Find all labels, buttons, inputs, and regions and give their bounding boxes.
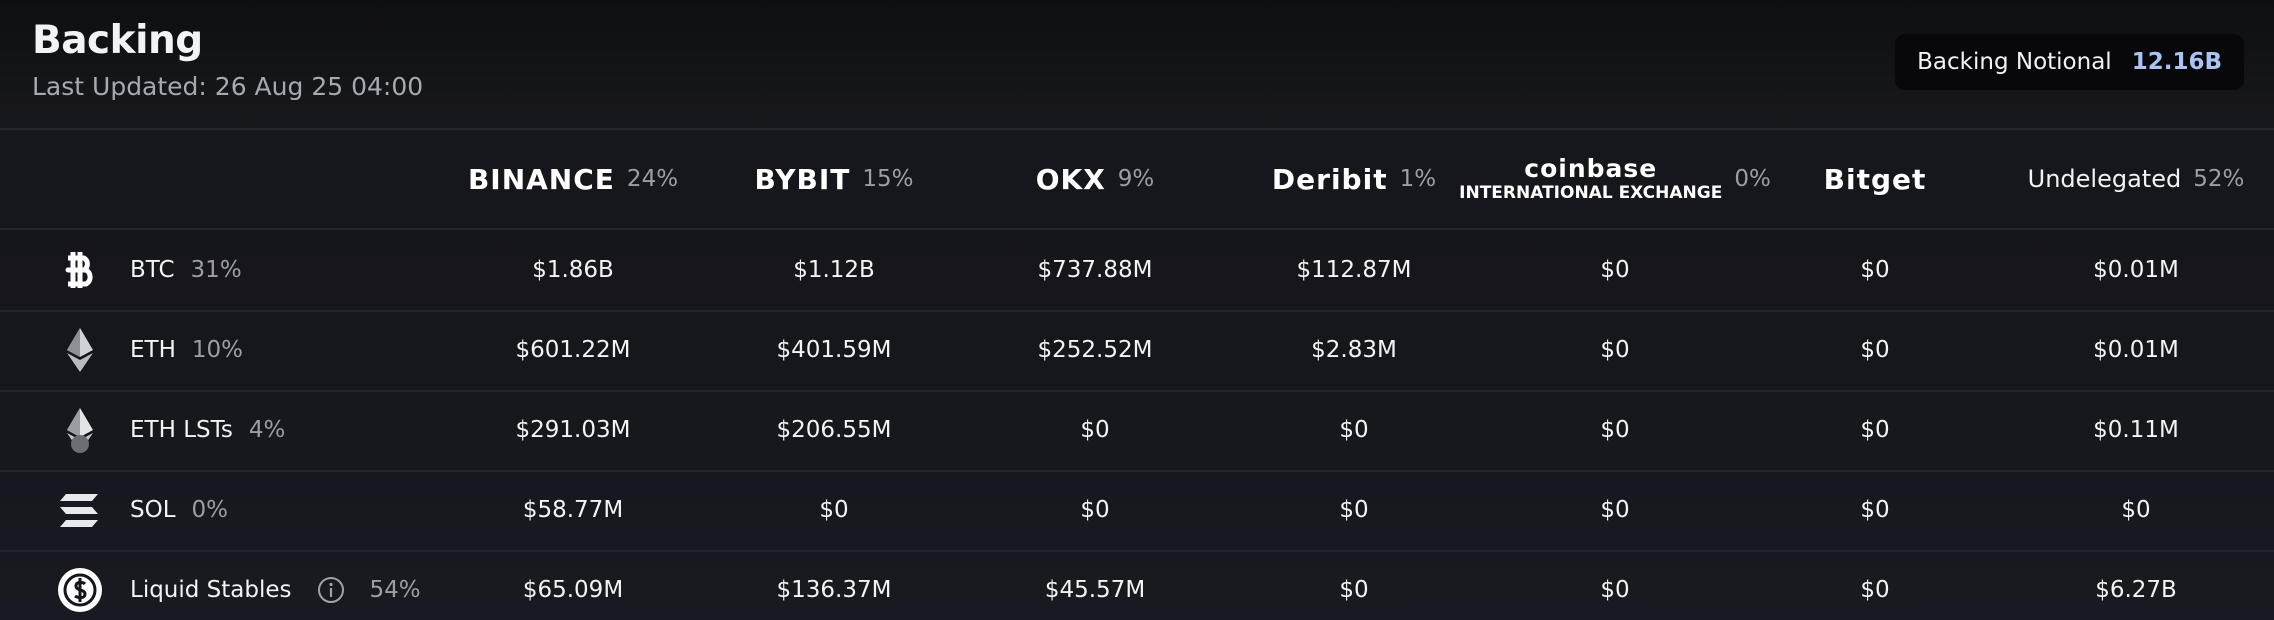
asset-name: Liquid Stables [130,577,292,603]
notional-badge: Backing Notional 12.16B [1895,34,2244,90]
value-cell: $0.01M [2093,257,2179,283]
value-cell: $1.86B [532,257,614,283]
asset-name: BTC [130,257,175,283]
exchange-share: 1% [1399,166,1437,192]
asset-name: SOL [130,497,176,523]
column-heading: BINANCE 24% [468,130,678,228]
asset-row: SOL 0% $58.77M $0 $0 $0 $0 $0 $0 [0,470,2274,552]
notional-value: 12.16B [2131,49,2222,75]
asset-row: ETH 10% $601.22M $401.59M $252.52M $2.83M $0 $0… [0,310,2274,392]
asset-icon [56,566,114,614]
exchange-subname: INTERNATIONAL EXCHANGE [1459,182,1723,203]
exchange-share: 9% [1117,166,1155,192]
value-cell: $0 [1860,257,1890,283]
subtitle: Last Updated: 26 Aug 25 04:00 [32,72,424,101]
asset-share: 10% [191,337,244,363]
asset-share: 0% [191,497,229,523]
value-cell: $0 [1080,497,1110,523]
value-cell: $136.37M [776,577,892,603]
value-cell: $0 [1339,577,1369,603]
exchange-name: BINANCE [467,162,615,196]
asset-name: ETH [130,337,176,363]
value-cell: $112.87M [1296,257,1412,283]
column-heading: Bitget [1824,130,1927,228]
exchange-share: 0% [1734,166,1771,192]
asset-cell: ETH LSTs 4% [56,390,285,470]
exchange-share: 52% [2193,166,2245,192]
column-heading: coinbase INTERNATIONAL EXCHANGE 0% [1459,130,1771,228]
value-cell: $0 [1600,417,1630,443]
info-icon[interactable] [316,575,346,605]
value-cell: $0 [1600,577,1630,603]
value-cell: $1.12B [793,257,875,283]
value-cell: $6.27B [2095,577,2177,603]
exchange-name: OKX [1035,162,1106,196]
value-cell: $0.01M [2093,337,2179,363]
column-heading: OKX 9% [1036,130,1155,228]
value-cell: $0 [1600,497,1630,523]
value-cell: $0 [1339,417,1369,443]
exchange-share: 15% [862,166,914,192]
asset-icon [56,326,114,374]
value-cell: $0 [1600,337,1630,363]
value-cell: $58.77M [522,497,624,523]
asset-share: 54% [369,577,421,603]
column-heading: Deribit 1% [1272,130,1436,228]
value-cell: $0.11M [2093,417,2179,443]
asset-cell: ETH 10% [56,310,243,390]
asset-icon [56,406,114,454]
exchange-name: BYBIT [754,162,851,196]
exchange-name: coinbase [1524,153,1658,183]
asset-share: 31% [190,257,242,283]
exchange-name: Deribit [1271,162,1388,196]
header: Backing Last Updated: 26 Aug 25 04:00 Ba… [0,0,2274,130]
value-cell: $401.59M [776,337,892,363]
value-cell: $0 [1080,417,1110,443]
value-cell: $0 [1860,497,1890,523]
asset-icon [56,486,114,534]
value-cell: $45.57M [1044,577,1146,603]
asset-share: 4% [248,417,286,443]
value-cell: $737.88M [1037,257,1153,283]
title: Backing [32,18,203,63]
column-heading: Undelegated 52% [2028,130,2245,228]
value-cell: $2.83M [1311,337,1397,363]
exchange-name: Bitget [1823,162,1927,196]
asset-cell: BTC 31% [56,230,242,310]
exchange-name: Undelegated [2027,165,2182,193]
value-cell: $601.22M [515,337,631,363]
value-cell: $0 [2121,497,2151,523]
exchange-share: 24% [626,166,679,192]
value-cell: $0 [819,497,849,523]
value-cell: $252.52M [1037,337,1153,363]
asset-row: BTC 31% $1.86B $1.12B $737.88M $112.87M $0 $0 $0… [0,230,2274,312]
exchange-logo: coinbase INTERNATIONAL EXCHANGE [1459,153,1723,203]
asset-row: ETH LSTs 4% $291.03M $206.55M $0 $0 $0 $0 $0.11M [0,390,2274,472]
value-cell: $291.03M [515,417,631,443]
asset-name: ETH LSTs [130,417,233,443]
notional-label: Backing Notional [1917,49,2112,75]
column-header: BINANCE 24% BYBIT 15% OKX 9% Deribit 1% coinbase… [0,130,2274,230]
value-cell: $0 [1339,497,1369,523]
asset-cell: Liquid Stables 54% [56,550,421,620]
column-heading: BYBIT 15% [754,130,913,228]
asset-cell: SOL 0% [56,470,228,550]
value-cell: $206.55M [776,417,892,443]
value-cell: $0 [1860,337,1890,363]
value-cell: $0 [1600,257,1630,283]
value-cell: $65.09M [522,577,624,603]
value-cell: $0 [1860,577,1890,603]
asset-icon [56,246,114,294]
value-cell: $0 [1860,417,1890,443]
asset-row: Liquid Stables 54% $65.09M $136.37M $45.57M $… [0,550,2274,620]
